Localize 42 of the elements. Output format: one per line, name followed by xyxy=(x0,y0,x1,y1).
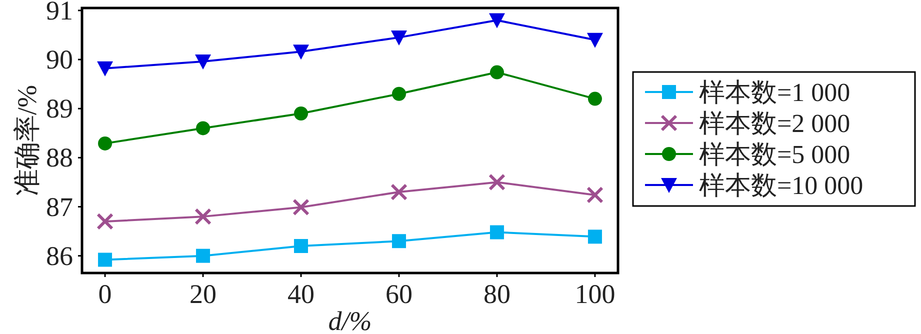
point xyxy=(390,30,407,46)
legend-label: 样本数=5 000 xyxy=(699,140,850,169)
x-tick-label: 80 xyxy=(483,279,510,309)
legend-label: 样本数=1 000 xyxy=(699,78,850,107)
point xyxy=(196,248,210,263)
point xyxy=(294,106,308,121)
point xyxy=(586,186,604,204)
point xyxy=(292,198,310,216)
point xyxy=(392,234,406,248)
point xyxy=(588,92,602,106)
x-axis-title: d/% xyxy=(328,306,372,334)
y-tick-label: 88 xyxy=(46,142,73,173)
point xyxy=(96,212,114,230)
point xyxy=(97,61,114,76)
point xyxy=(392,86,406,101)
point xyxy=(390,184,408,201)
point xyxy=(586,32,603,48)
point xyxy=(490,225,504,240)
y-tick-label: 89 xyxy=(46,94,73,124)
point xyxy=(490,65,504,80)
y-tick-label: 86 xyxy=(46,240,73,271)
y-axis-title: 准确率/% xyxy=(12,85,42,196)
y-tick-label: 87 xyxy=(46,192,73,222)
point xyxy=(588,230,602,244)
point xyxy=(196,121,210,136)
point xyxy=(194,208,212,226)
x-tick-label: 40 xyxy=(288,279,315,309)
point xyxy=(488,174,506,191)
x-tick-label: 60 xyxy=(385,279,412,309)
legend-label: 样本数=10 000 xyxy=(699,171,864,200)
x-tick-label: 0 xyxy=(98,279,112,309)
point xyxy=(98,252,112,267)
x-tick-label: 100 xyxy=(574,279,616,309)
point xyxy=(98,136,112,150)
point xyxy=(195,54,212,70)
x-tick-label: 20 xyxy=(190,279,217,309)
point xyxy=(488,13,505,28)
point xyxy=(294,239,308,254)
y-tick-label: 90 xyxy=(46,44,73,75)
legend-label: 样本数=2 000 xyxy=(699,109,850,138)
y-tick-label: 91 xyxy=(46,0,73,26)
point xyxy=(293,44,310,60)
